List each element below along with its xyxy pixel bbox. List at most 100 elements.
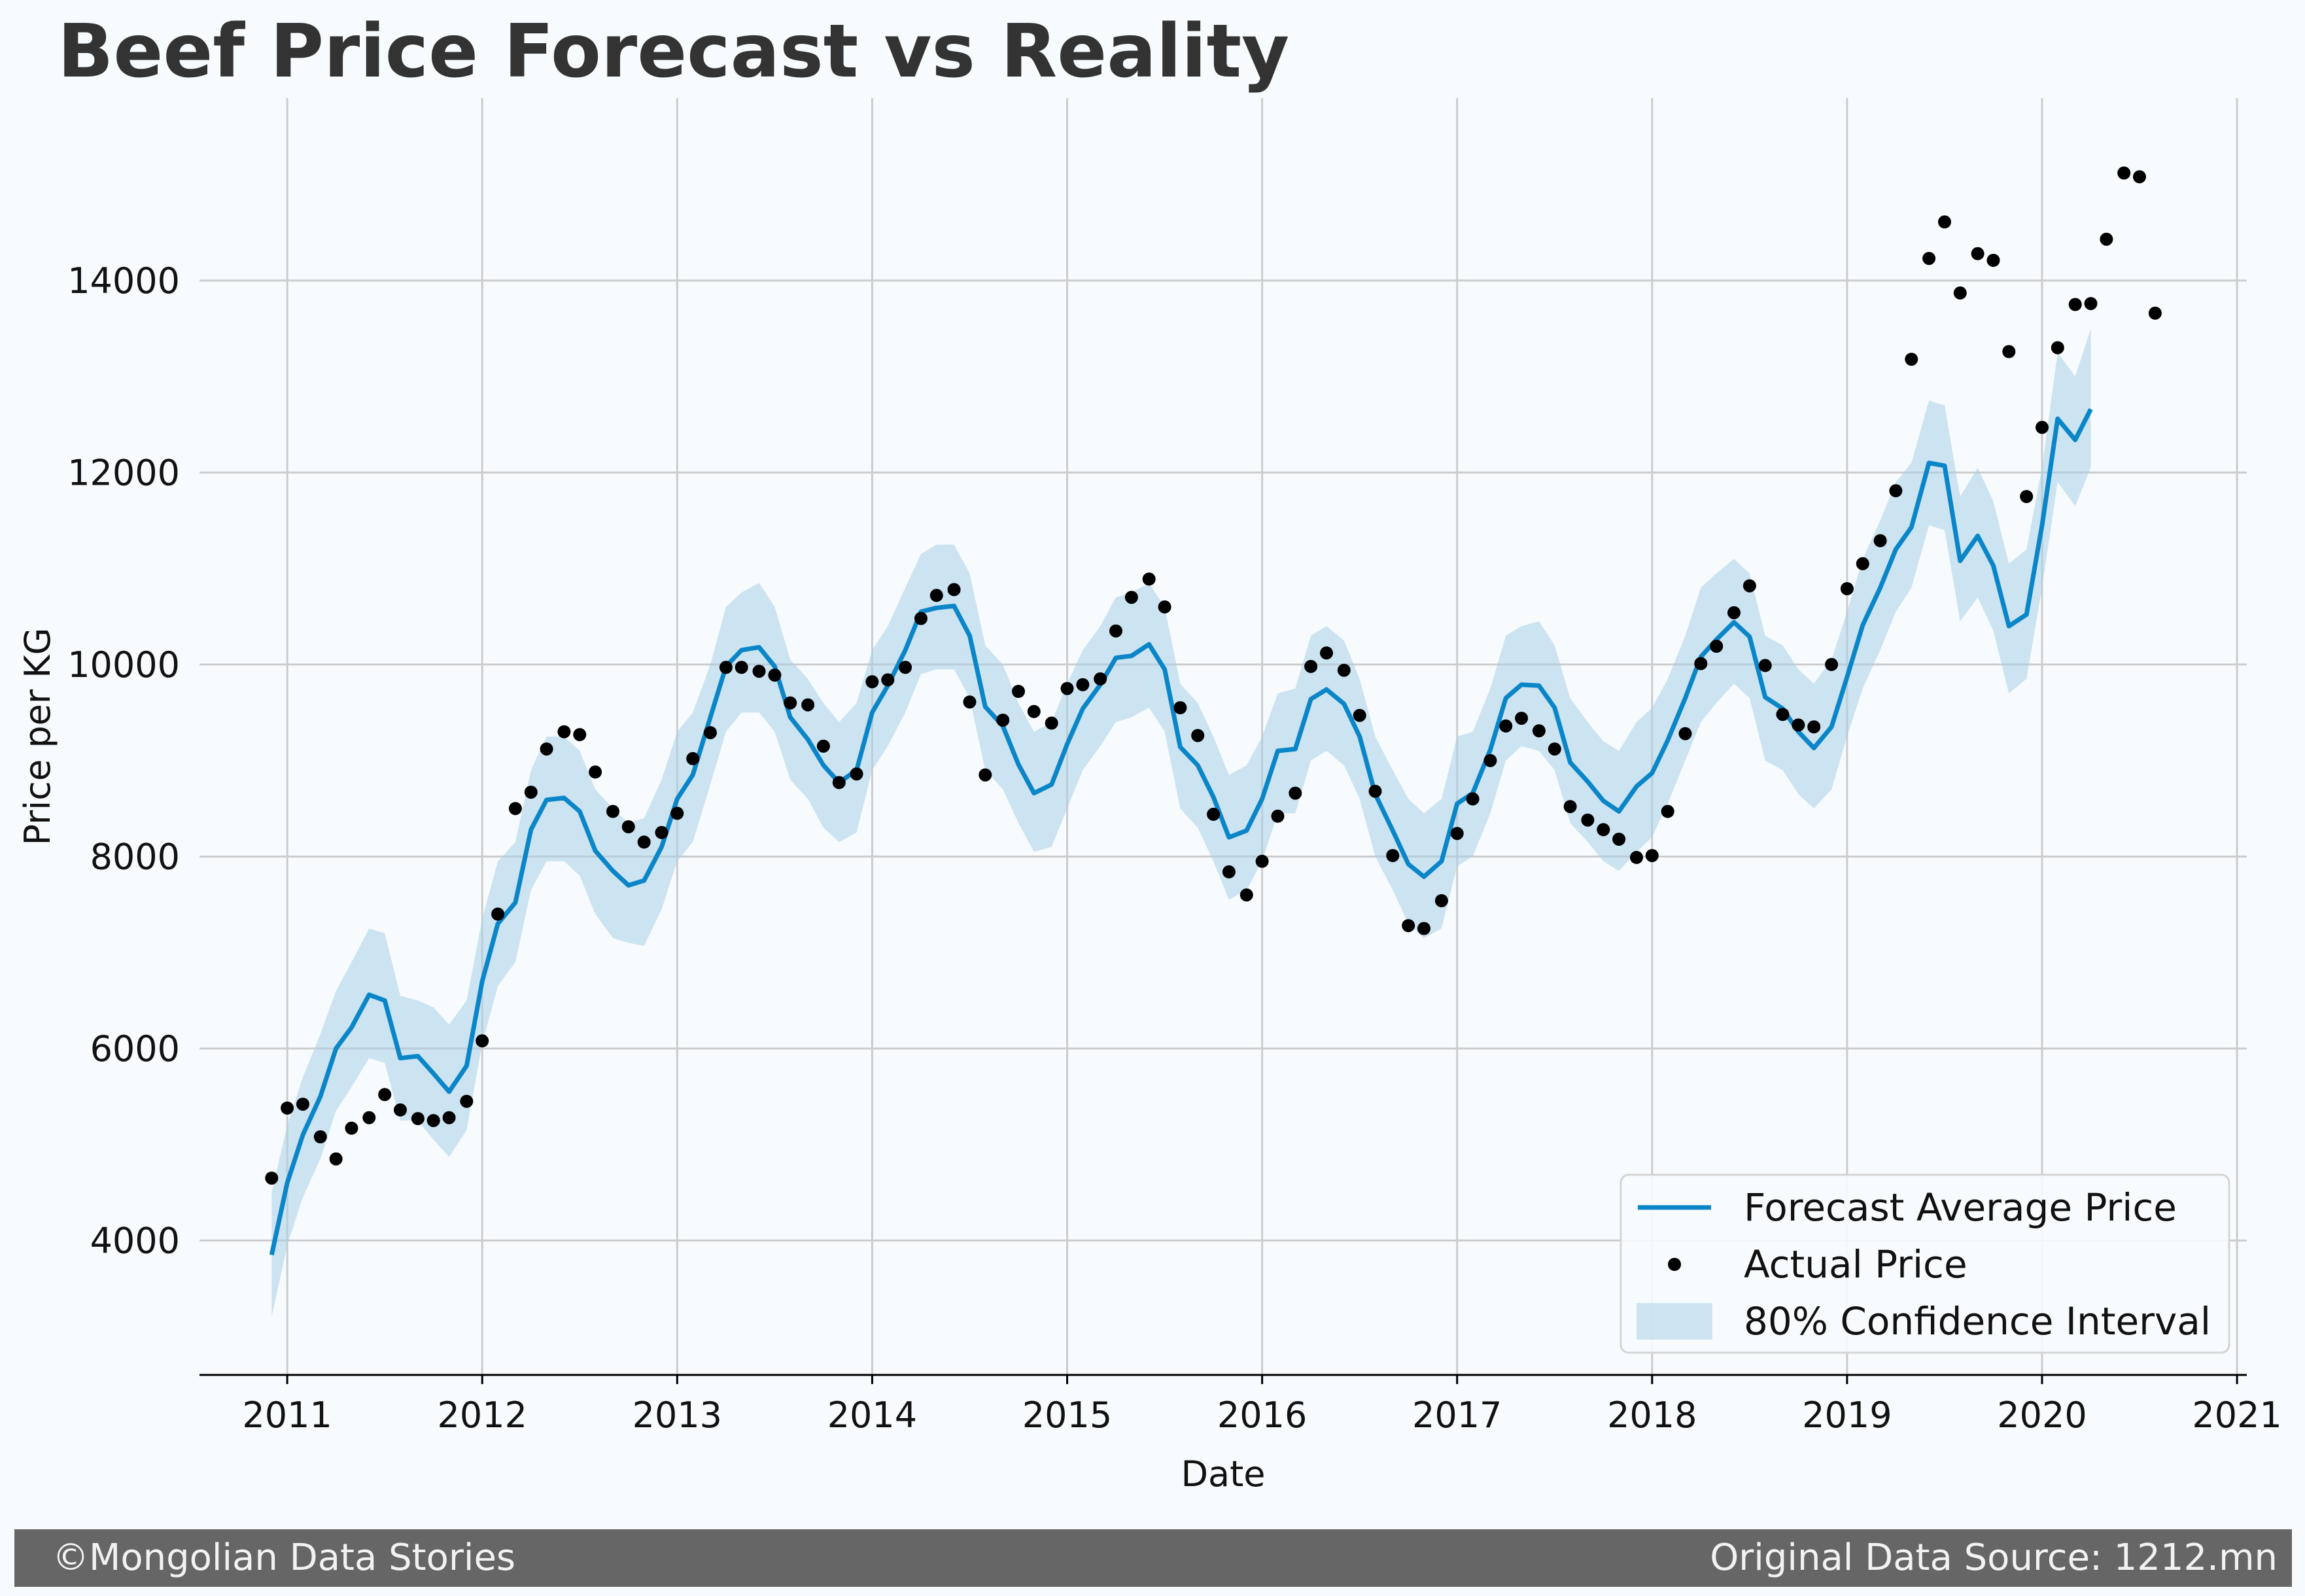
- actual-price-point: [557, 725, 571, 738]
- actual-price-point: [362, 1111, 376, 1124]
- x-tick-label: 2017: [1412, 1395, 1502, 1436]
- footer-bar: ©Mongolian Data Stories Original Data So…: [14, 1529, 2292, 1587]
- actual-price-point: [899, 661, 912, 674]
- actual-price-point: [2117, 166, 2131, 180]
- chart-title: Beef Price Forecast vs Reality: [58, 9, 1290, 94]
- actual-price-point: [1612, 833, 1626, 846]
- x-tick-label: 2018: [1607, 1395, 1697, 1436]
- actual-price-point: [801, 698, 815, 712]
- actual-price-point: [1515, 712, 1529, 725]
- actual-price-point: [1727, 606, 1741, 619]
- actual-price-point: [1271, 809, 1285, 823]
- actual-price-point: [1027, 704, 1041, 718]
- actual-price-point: [1499, 719, 1513, 733]
- actual-price-point: [1938, 215, 1951, 229]
- actual-price-point: [784, 696, 797, 710]
- actual-price-point: [1353, 708, 1366, 722]
- actual-price-point: [1597, 823, 1610, 837]
- x-tick-label: 2021: [2192, 1395, 2281, 1436]
- actual-price-point: [2036, 421, 2049, 434]
- actual-price-point: [881, 673, 895, 687]
- actual-price-point: [2148, 306, 2162, 320]
- actual-price-point: [832, 776, 846, 789]
- actual-price-point: [865, 675, 879, 689]
- actual-price-point: [637, 835, 651, 849]
- legend: Forecast Average Price Actual Price 80% …: [1620, 1173, 2230, 1354]
- actual-price-point: [296, 1098, 309, 1111]
- actual-price-point: [704, 726, 717, 740]
- legend-box: [1620, 1173, 2230, 1354]
- actual-price-point: [1109, 624, 1122, 638]
- actual-price-point: [1873, 534, 1887, 547]
- actual-price-point: [606, 805, 619, 818]
- actual-price-point: [1840, 582, 1854, 595]
- actual-price-point: [1694, 657, 1708, 670]
- actual-price-point: [2068, 298, 2082, 311]
- actual-price-point: [1581, 813, 1595, 827]
- legend-interval-label: 80% Confidence Interval: [1744, 1299, 2211, 1344]
- footer-source: Original Data Source: 1212.mn: [1710, 1536, 2278, 1579]
- actual-price-point: [670, 807, 684, 820]
- actual-price-point: [1173, 701, 1187, 714]
- actual-price-point: [1094, 672, 1107, 685]
- actual-price-point: [1986, 254, 2000, 267]
- x-axis-ticks: 2011 2012 2013 2014 2015 2016 2017 2018 2019 2020…: [242, 1375, 2282, 1436]
- x-tick-label: 2014: [827, 1395, 917, 1436]
- actual-price-point: [996, 714, 1010, 727]
- y-tick-label: 8000: [90, 836, 180, 877]
- actual-price-point: [1417, 922, 1430, 935]
- actual-price-point: [1548, 742, 1561, 756]
- actual-price-point: [1532, 724, 1546, 738]
- actual-price-point: [265, 1171, 279, 1185]
- actual-price-point: [1060, 682, 1074, 695]
- actual-price-point: [1678, 727, 1692, 740]
- actual-price-point: [1825, 657, 1839, 671]
- actual-price-point: [1434, 894, 1448, 907]
- legend-forecast-label: Forecast Average Price: [1744, 1185, 2177, 1230]
- actual-price-point: [2084, 297, 2098, 311]
- actual-price-point: [1856, 557, 1869, 570]
- actual-price-point: [768, 668, 782, 682]
- actual-price-point: [313, 1130, 327, 1143]
- actual-price-point: [719, 661, 733, 674]
- x-tick-label: 2016: [1217, 1395, 1307, 1436]
- y-tick-label: 10000: [67, 644, 180, 685]
- actual-price-point: [442, 1111, 456, 1124]
- actual-price-point: [1386, 849, 1400, 862]
- actual-price-point: [1905, 353, 1918, 366]
- actual-price-point: [979, 768, 992, 782]
- actual-price-point: [1450, 827, 1464, 841]
- actual-price-point: [1758, 659, 1772, 672]
- actual-price-point: [1402, 919, 1415, 933]
- confidence-interval-band: [271, 328, 2091, 1317]
- actual-price-point: [524, 786, 538, 799]
- chart-plot: 2011 2012 2013 2014 2015 2016 2017 2018 2019 2020…: [17, 98, 2282, 1495]
- y-tick-label: 6000: [90, 1028, 180, 1069]
- confidence-interval-layer: [271, 328, 2091, 1317]
- y-tick-label: 4000: [90, 1221, 180, 1262]
- y-tick-label: 14000: [67, 260, 180, 302]
- actual-price-point: [621, 820, 635, 833]
- actual-price-point: [1466, 792, 1480, 806]
- actual-price-point: [573, 728, 587, 742]
- actual-price-point: [1076, 678, 1090, 691]
- actual-price-point: [2100, 232, 2113, 246]
- actual-price-point: [1368, 784, 1382, 798]
- actual-price-point: [1710, 640, 1724, 653]
- actual-price-point: [1483, 754, 1497, 767]
- actual-price-point: [947, 583, 961, 597]
- actual-price-point: [1255, 854, 1269, 868]
- y-tick-label: 12000: [67, 452, 180, 493]
- actual-price-point: [476, 1034, 489, 1048]
- actual-price-point: [411, 1112, 425, 1126]
- actual-price-point: [1124, 591, 1138, 604]
- actual-price-point: [1889, 484, 1903, 498]
- actual-price-point: [1239, 888, 1253, 902]
- actual-price-point: [2051, 341, 2064, 355]
- actual-price-point: [540, 742, 553, 756]
- actual-price-point: [1142, 572, 1156, 586]
- actual-price-point: [1807, 720, 1821, 734]
- actual-price-point: [1953, 286, 1967, 300]
- x-tick-label: 2015: [1022, 1395, 1112, 1436]
- actual-price-point: [1207, 807, 1221, 821]
